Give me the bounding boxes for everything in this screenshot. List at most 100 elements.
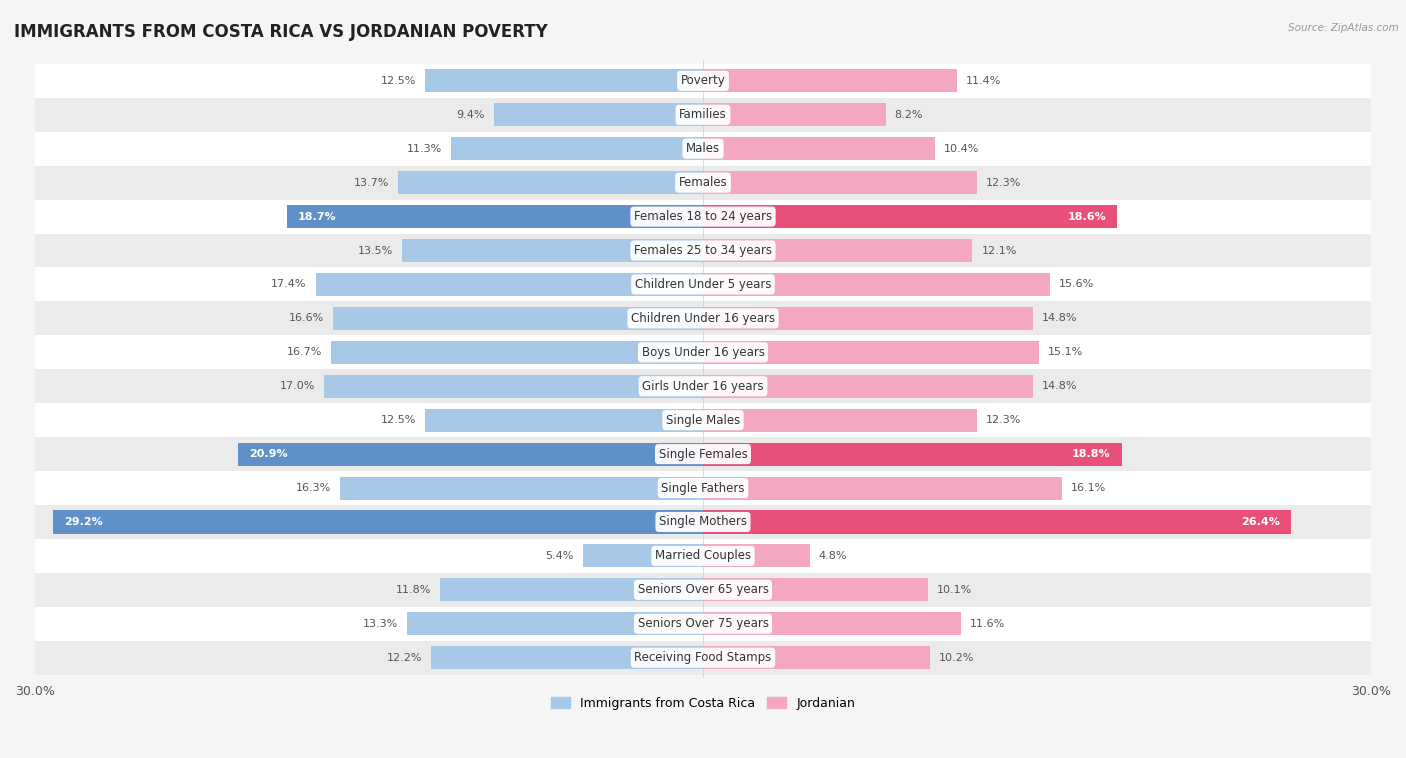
Bar (425, 69, 703, 92)
Text: Girls Under 16 years: Girls Under 16 years (643, 380, 763, 393)
Text: Single Mothers: Single Mothers (659, 515, 747, 528)
Text: 11.3%: 11.3% (408, 144, 443, 154)
Text: Children Under 5 years: Children Under 5 years (634, 278, 772, 291)
Text: 17.0%: 17.0% (280, 381, 315, 391)
Bar (703, 171, 977, 194)
Bar (398, 171, 703, 194)
Text: 17.4%: 17.4% (271, 280, 307, 290)
Bar (35, 199, 1371, 233)
Bar (35, 64, 1371, 98)
Bar (440, 578, 703, 601)
Bar (315, 273, 703, 296)
Bar (35, 641, 1371, 675)
Text: 16.6%: 16.6% (290, 313, 325, 324)
Bar (703, 544, 810, 568)
Text: 18.6%: 18.6% (1067, 211, 1107, 221)
Bar (340, 477, 703, 500)
Bar (35, 437, 1371, 471)
Bar (703, 137, 935, 160)
Text: 14.8%: 14.8% (1042, 313, 1077, 324)
Text: Single Females: Single Females (658, 448, 748, 461)
Text: Receiving Food Stamps: Receiving Food Stamps (634, 651, 772, 664)
Bar (35, 369, 1371, 403)
Bar (35, 166, 1371, 199)
Bar (35, 98, 1371, 132)
Text: 16.3%: 16.3% (295, 483, 330, 493)
Text: Children Under 16 years: Children Under 16 years (631, 312, 775, 325)
Bar (451, 137, 703, 160)
Bar (402, 239, 703, 262)
Text: 4.8%: 4.8% (818, 551, 848, 561)
Text: 12.3%: 12.3% (986, 415, 1021, 425)
Text: Seniors Over 75 years: Seniors Over 75 years (637, 617, 769, 631)
Bar (703, 477, 1062, 500)
Bar (703, 341, 1039, 364)
Text: 20.9%: 20.9% (249, 449, 287, 459)
Text: 26.4%: 26.4% (1241, 517, 1279, 527)
Bar (703, 409, 977, 432)
Text: 15.1%: 15.1% (1047, 347, 1084, 357)
Bar (53, 510, 703, 534)
Bar (703, 510, 1291, 534)
Bar (35, 505, 1371, 539)
Bar (406, 612, 703, 635)
Bar (703, 307, 1032, 330)
Bar (238, 443, 703, 465)
Bar (703, 646, 931, 669)
Bar (35, 302, 1371, 335)
Text: 12.1%: 12.1% (981, 246, 1017, 255)
Bar (35, 132, 1371, 166)
Text: 12.5%: 12.5% (381, 415, 416, 425)
Text: Females 18 to 24 years: Females 18 to 24 years (634, 210, 772, 223)
Text: Source: ZipAtlas.com: Source: ZipAtlas.com (1288, 23, 1399, 33)
Text: 5.4%: 5.4% (546, 551, 574, 561)
Bar (703, 612, 962, 635)
Text: 15.6%: 15.6% (1059, 280, 1094, 290)
Text: Families: Families (679, 108, 727, 121)
Bar (494, 103, 703, 127)
Text: 8.2%: 8.2% (894, 110, 922, 120)
Text: Single Males: Single Males (666, 414, 740, 427)
Text: 9.4%: 9.4% (457, 110, 485, 120)
Text: 14.8%: 14.8% (1042, 381, 1077, 391)
Text: 13.7%: 13.7% (354, 177, 389, 188)
Bar (287, 205, 703, 228)
Bar (582, 544, 703, 568)
Text: 18.7%: 18.7% (298, 211, 336, 221)
Text: 11.8%: 11.8% (396, 585, 432, 595)
Bar (35, 539, 1371, 573)
Bar (35, 403, 1371, 437)
Text: Females 25 to 34 years: Females 25 to 34 years (634, 244, 772, 257)
Text: 12.5%: 12.5% (381, 76, 416, 86)
Bar (703, 239, 973, 262)
Text: 10.1%: 10.1% (936, 585, 972, 595)
Bar (703, 103, 886, 127)
Text: 18.8%: 18.8% (1071, 449, 1111, 459)
Bar (703, 578, 928, 601)
Bar (325, 374, 703, 398)
Bar (425, 409, 703, 432)
Text: Seniors Over 65 years: Seniors Over 65 years (637, 584, 769, 597)
Bar (35, 573, 1371, 607)
Text: 16.1%: 16.1% (1070, 483, 1105, 493)
Text: 11.4%: 11.4% (966, 76, 1001, 86)
Text: 11.6%: 11.6% (970, 619, 1005, 629)
Legend: Immigrants from Costa Rica, Jordanian: Immigrants from Costa Rica, Jordanian (546, 692, 860, 715)
Bar (703, 69, 957, 92)
Bar (703, 273, 1050, 296)
Bar (35, 268, 1371, 302)
Bar (333, 307, 703, 330)
Bar (35, 471, 1371, 505)
Text: Males: Males (686, 143, 720, 155)
Text: Single Fathers: Single Fathers (661, 481, 745, 494)
Text: 10.2%: 10.2% (939, 653, 974, 662)
Text: 16.7%: 16.7% (287, 347, 322, 357)
Text: Boys Under 16 years: Boys Under 16 years (641, 346, 765, 359)
Text: 13.3%: 13.3% (363, 619, 398, 629)
Bar (35, 335, 1371, 369)
Text: IMMIGRANTS FROM COSTA RICA VS JORDANIAN POVERTY: IMMIGRANTS FROM COSTA RICA VS JORDANIAN … (14, 23, 548, 41)
Text: 10.4%: 10.4% (943, 144, 979, 154)
Text: Females: Females (679, 176, 727, 190)
Bar (330, 341, 703, 364)
Bar (35, 233, 1371, 268)
